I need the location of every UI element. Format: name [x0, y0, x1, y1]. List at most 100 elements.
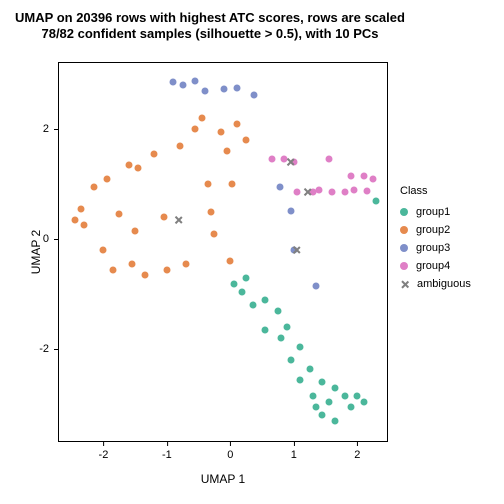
- data-point-group2: [135, 164, 142, 171]
- data-point-group2: [228, 181, 235, 188]
- data-point-group4: [328, 189, 335, 196]
- chart-title: UMAP on 20396 rows with highest ATC scor…: [0, 10, 420, 43]
- data-point-group4: [370, 175, 377, 182]
- y-tick: 2: [43, 123, 59, 135]
- data-point-group4: [268, 156, 275, 163]
- legend-item-group1: group1: [400, 203, 471, 221]
- data-point-group2: [233, 120, 240, 127]
- data-point-group2: [125, 161, 132, 168]
- data-point-group2: [182, 261, 189, 268]
- data-point-group4: [293, 189, 300, 196]
- data-point-group2: [205, 181, 212, 188]
- data-point-group1: [262, 296, 269, 303]
- data-point-group1: [284, 324, 291, 331]
- x-tick: 2: [354, 441, 360, 461]
- data-point-group1: [319, 379, 326, 386]
- legend-title: Class: [400, 185, 471, 197]
- legend-item-group3: group3: [400, 239, 471, 257]
- data-point-group1: [319, 412, 326, 419]
- data-point-group3: [233, 84, 240, 91]
- legend-item-group4: group4: [400, 257, 471, 275]
- data-point-group2: [217, 128, 224, 135]
- data-point-group2: [100, 247, 107, 254]
- legend-label: group1: [416, 206, 450, 218]
- data-point-group1: [341, 393, 348, 400]
- data-point-group2: [81, 222, 88, 229]
- data-point-group3: [276, 183, 283, 190]
- data-point-group1: [262, 327, 269, 334]
- data-point-group1: [306, 365, 313, 372]
- data-point-group4: [347, 172, 354, 179]
- x-tick: -1: [162, 441, 172, 461]
- data-point-group2: [132, 227, 139, 234]
- data-point-group1: [354, 393, 361, 400]
- data-point-group3: [201, 87, 208, 94]
- data-point-group1: [238, 288, 245, 295]
- data-point-group2: [163, 266, 170, 273]
- data-point-group1: [325, 398, 332, 405]
- data-point-group3: [251, 91, 258, 98]
- data-point-group1: [332, 384, 339, 391]
- data-point-group2: [151, 150, 158, 157]
- legend-dot-icon: [400, 208, 408, 216]
- legend-item-ambiguous: ambiguous: [400, 275, 471, 293]
- data-point-group1: [332, 417, 339, 424]
- data-point-group1: [287, 357, 294, 364]
- data-point-group1: [274, 307, 281, 314]
- data-point-group2: [211, 230, 218, 237]
- data-point-group2: [71, 216, 78, 223]
- data-point-group2: [243, 137, 250, 144]
- legend-label: group4: [416, 260, 450, 272]
- x-tick: 1: [291, 441, 297, 461]
- data-point-group2: [116, 211, 123, 218]
- data-point-group1: [278, 335, 285, 342]
- legend-label: group3: [416, 242, 450, 254]
- x-axis-label: UMAP 1: [58, 472, 388, 486]
- data-point-group4: [363, 187, 370, 194]
- data-point-ambiguous: [174, 215, 183, 224]
- data-point-group2: [227, 258, 234, 265]
- data-point-group1: [297, 376, 304, 383]
- data-point-group1: [309, 393, 316, 400]
- legend-cross-icon: [400, 280, 409, 289]
- data-point-group2: [160, 214, 167, 221]
- data-point-group2: [141, 272, 148, 279]
- data-point-group1: [249, 302, 256, 309]
- data-point-group1: [297, 343, 304, 350]
- data-point-group2: [224, 148, 231, 155]
- data-point-group2: [90, 183, 97, 190]
- data-point-group3: [287, 207, 294, 214]
- data-point-group3: [179, 82, 186, 89]
- data-point-group2: [198, 115, 205, 122]
- legend-dot-icon: [400, 226, 408, 234]
- legend-label: group2: [416, 224, 450, 236]
- data-point-group2: [103, 175, 110, 182]
- data-point-group1: [230, 281, 237, 288]
- legend-item-group2: group2: [400, 221, 471, 239]
- data-point-group3: [221, 86, 228, 93]
- data-point-group3: [313, 283, 320, 290]
- x-tick: -2: [99, 441, 109, 461]
- umap-scatter-chart: UMAP on 20396 rows with highest ATC scor…: [0, 0, 504, 504]
- data-point-group4: [351, 186, 358, 193]
- data-point-ambiguous: [303, 188, 312, 197]
- y-tick: 0: [43, 233, 59, 245]
- x-tick: 0: [227, 441, 233, 461]
- title-line-1: UMAP on 20396 rows with highest ATC scor…: [15, 10, 405, 25]
- data-point-group1: [313, 404, 320, 411]
- data-point-group1: [373, 197, 380, 204]
- data-point-group2: [128, 261, 135, 268]
- data-point-group4: [341, 189, 348, 196]
- legend-label: ambiguous: [417, 278, 471, 290]
- data-point-group4: [360, 172, 367, 179]
- legend-dot-icon: [400, 262, 408, 270]
- data-point-group4: [325, 156, 332, 163]
- data-point-group2: [109, 266, 116, 273]
- legend-dot-icon: [400, 244, 408, 252]
- data-point-group2: [78, 205, 85, 212]
- data-point-group2: [176, 142, 183, 149]
- data-point-group1: [360, 398, 367, 405]
- data-point-ambiguous: [286, 158, 295, 167]
- data-point-ambiguous: [292, 246, 301, 255]
- data-point-group3: [170, 79, 177, 86]
